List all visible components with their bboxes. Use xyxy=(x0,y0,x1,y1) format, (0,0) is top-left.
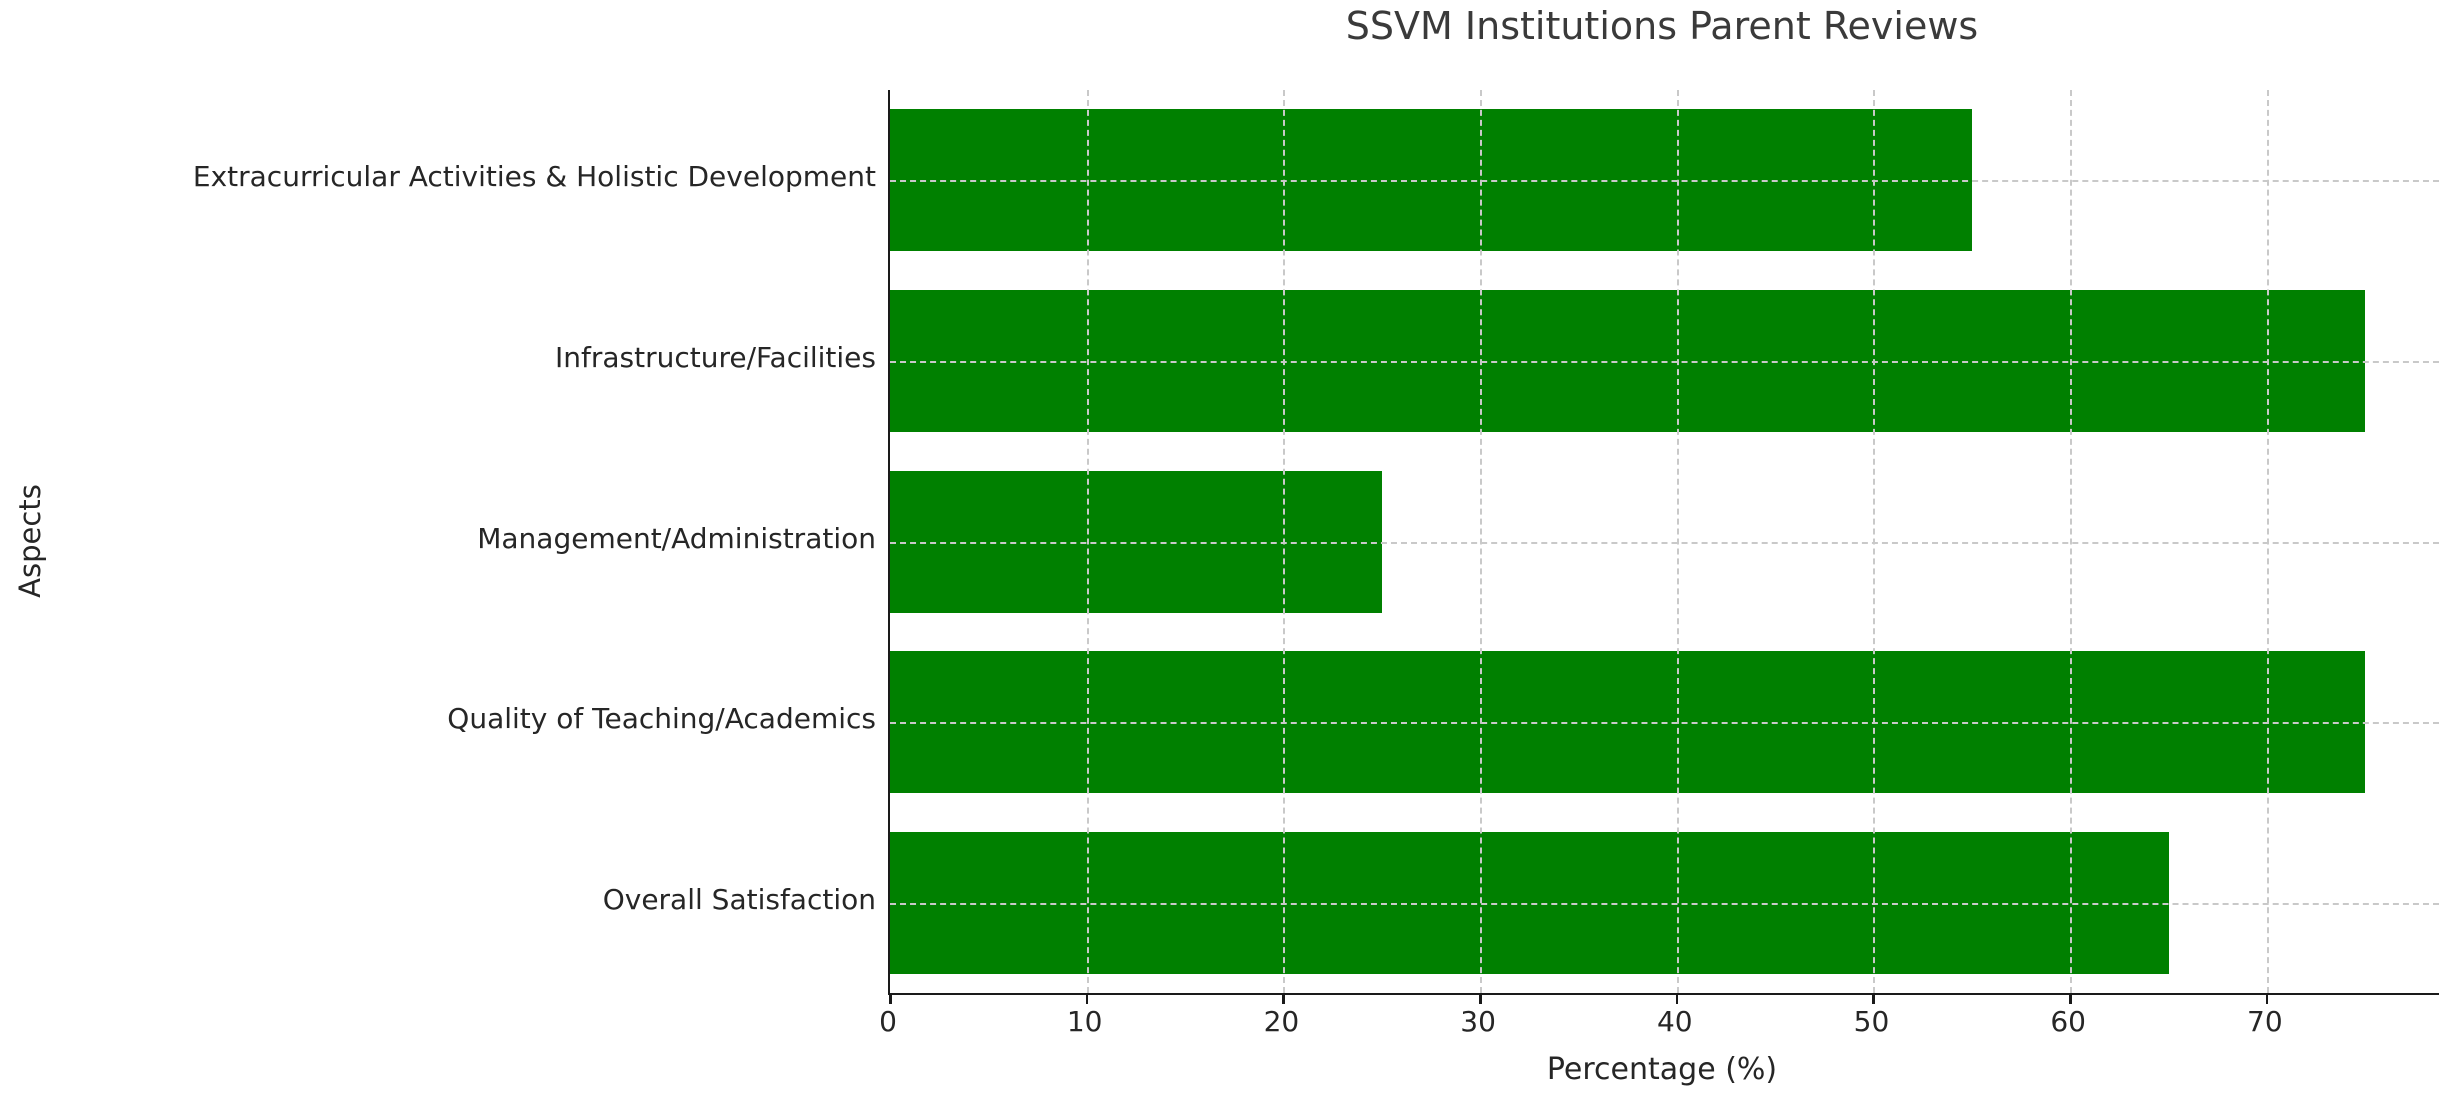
plot-area xyxy=(888,90,2439,1004)
gridline-horizontal xyxy=(890,180,2439,183)
gridline-vertical xyxy=(1086,90,1089,993)
x-axis-label: Percentage (%) xyxy=(1546,1052,1778,1087)
category-labels: Extracurricular Activities & Holistic De… xyxy=(0,90,876,993)
x-tick-mark xyxy=(1085,995,1089,1004)
category-label: Infrastructure/Facilities xyxy=(554,340,876,374)
x-tick-label: 0 xyxy=(879,1005,897,1038)
x-tick-label: 30 xyxy=(1460,1005,1496,1038)
x-tick-mark xyxy=(2265,995,2269,1004)
gridline-horizontal xyxy=(890,541,2439,544)
gridline-horizontal xyxy=(890,360,2439,363)
category-label: Extracurricular Activities & Holistic De… xyxy=(192,160,876,194)
x-tick-mark xyxy=(1479,995,1482,1004)
category-label: Overall Satisfaction xyxy=(602,882,876,916)
gridline-vertical xyxy=(2070,90,2073,993)
category-label: Management/Administration xyxy=(477,521,876,555)
x-tick-label: 10 xyxy=(1066,1005,1103,1038)
gridline-horizontal xyxy=(890,902,2439,905)
category-label: Quality of Teaching/Academics xyxy=(447,702,876,736)
x-tick-mark xyxy=(889,995,892,1004)
x-tick-mark xyxy=(2069,995,2072,1004)
gridline-vertical xyxy=(1873,90,1876,993)
gridline-vertical xyxy=(1283,90,1286,993)
x-tick-label: 50 xyxy=(1853,1005,1890,1038)
gridline-vertical xyxy=(1480,90,1483,993)
chart-title: SSVM Institutions Parent Reviews xyxy=(1345,4,1979,48)
gridline-vertical xyxy=(2266,90,2269,993)
gridline-horizontal xyxy=(890,722,2439,725)
x-tick-label: 40 xyxy=(1656,1005,1693,1038)
x-tick-label: 60 xyxy=(2050,1005,2086,1038)
x-tick-mark xyxy=(1872,995,1875,1004)
x-tick-label: 20 xyxy=(1263,1005,1300,1038)
gridline-vertical xyxy=(1676,90,1679,993)
x-tick-mark xyxy=(1282,995,1285,1004)
x-tick-mark xyxy=(1675,995,1679,1004)
x-tick-label: 70 xyxy=(2247,1005,2283,1038)
